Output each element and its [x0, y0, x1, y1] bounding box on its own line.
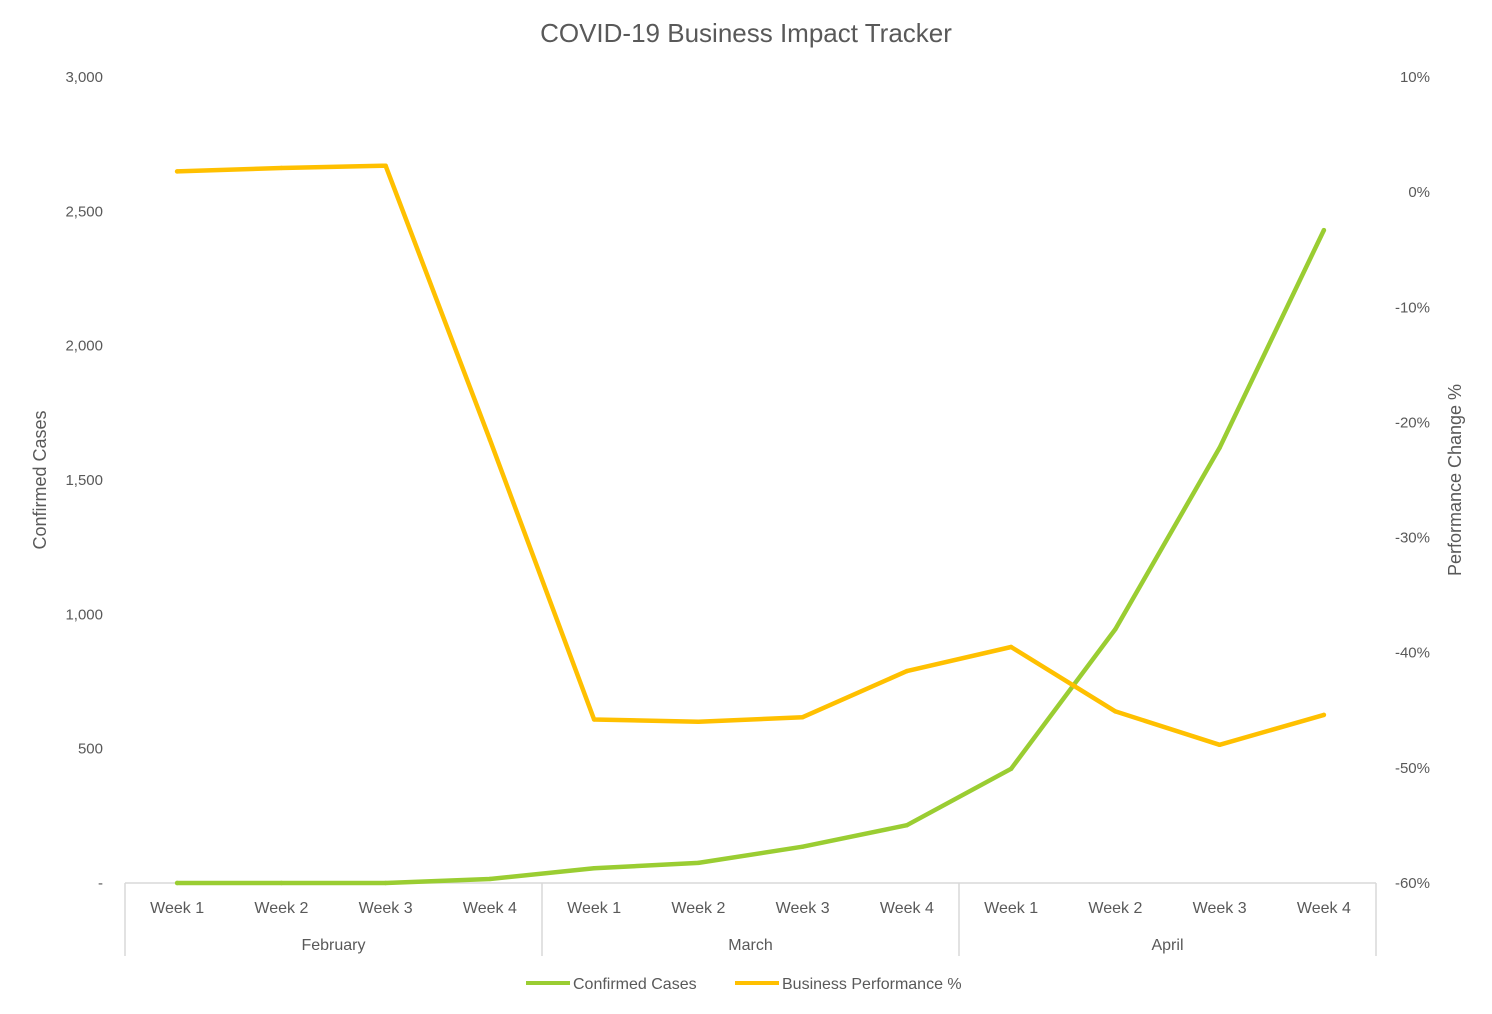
data-point [487, 437, 493, 442]
x-axis: Week 1 Week 2 Week 3 Week 4 Week 1 Week 2 Week… [124, 882, 1377, 956]
data-point [383, 880, 388, 886]
data-point [1113, 626, 1118, 632]
data-point [1321, 712, 1327, 718]
y-left-tick-label: 2,000 [65, 338, 103, 355]
x-tick-label: Week 4 [1297, 900, 1351, 917]
legend-label-business-performance: Business Performance % [782, 976, 962, 993]
x-tick-label: Week 2 [254, 900, 308, 917]
y-left-tick-label: 3,000 [65, 69, 103, 86]
series-line-business-performance [174, 163, 1327, 748]
data-point [591, 866, 597, 871]
y-right-tick-label: -40% [1395, 645, 1430, 662]
x-tick-label: Week 4 [463, 900, 517, 917]
x-tick-label: Week 2 [671, 900, 725, 917]
y-right-tick-label: -30% [1395, 530, 1430, 547]
data-point [800, 714, 805, 720]
data-point [174, 880, 180, 886]
x-tick-label: Week 3 [359, 900, 413, 917]
y-left-tick-label: 1,000 [65, 606, 103, 623]
data-point [1008, 644, 1014, 650]
y-left-tick-label: 500 [78, 741, 103, 758]
data-point [904, 668, 910, 674]
series-layer [174, 163, 1327, 886]
x-group-label: March [728, 937, 772, 954]
y-left-tick-label: 2,500 [65, 203, 103, 220]
data-point [696, 719, 701, 724]
x-group-label: February [301, 937, 365, 954]
y-left-tick-labels: - 500 1,000 1,500 2,000 2,500 3,000 [65, 69, 103, 892]
data-point [1113, 709, 1118, 714]
y-right-tick-labels: -60% -50% -40% -30% -20% -10% 0% 10% [1395, 69, 1430, 892]
y-right-tick-label: -60% [1395, 875, 1430, 892]
data-point [1008, 766, 1014, 772]
y-right-tick-label: 0% [1408, 184, 1430, 201]
data-point [383, 163, 388, 168]
y-left-axis-title: Confirmed Cases [30, 410, 50, 549]
data-point [904, 823, 910, 828]
y-right-tick-label: -10% [1395, 299, 1430, 316]
data-point [696, 860, 701, 866]
chart-title: COVID-19 Business Impact Tracker [540, 18, 952, 48]
series-line-confirmed-cases [174, 227, 1327, 886]
data-point [174, 169, 180, 174]
x-tick-label: Week 2 [1088, 900, 1142, 917]
legend: Confirmed Cases Business Performance % [526, 976, 962, 993]
y-left-tick-label: - [98, 875, 103, 892]
data-point [800, 844, 805, 849]
y-right-tick-label: -20% [1395, 414, 1430, 431]
y-left-tick-label: 1,500 [65, 472, 103, 489]
data-point [279, 880, 284, 886]
data-point [487, 876, 493, 882]
x-tick-label: Week 1 [150, 900, 204, 917]
data-point [591, 717, 597, 722]
data-point [1217, 742, 1222, 748]
y-right-axis-title: Performance Change % [1445, 384, 1465, 576]
data-point [1321, 227, 1327, 233]
y-right-tick-label: 10% [1400, 69, 1430, 86]
y-right-tick-label: -50% [1395, 760, 1430, 777]
data-point [279, 165, 284, 171]
x-tick-label: Week 3 [1193, 900, 1247, 917]
x-tick-label: Week 1 [984, 900, 1038, 917]
x-tick-label: Week 3 [776, 900, 830, 917]
x-tick-label: Week 1 [567, 900, 621, 917]
x-group-label: April [1151, 937, 1183, 954]
data-point [1217, 445, 1222, 450]
legend-label-confirmed-cases: Confirmed Cases [573, 976, 697, 993]
x-tick-label: Week 4 [880, 900, 934, 917]
